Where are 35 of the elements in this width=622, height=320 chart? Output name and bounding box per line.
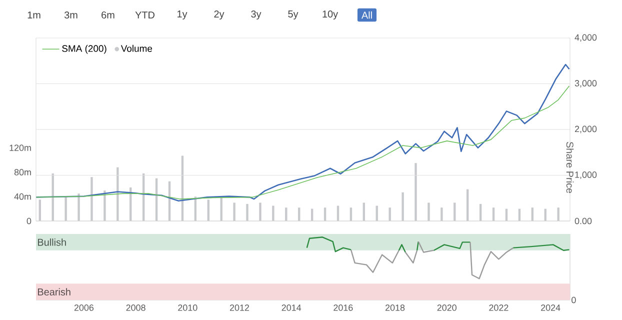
y-tick-label: 1,000 [575,172,597,179]
x-tick-label: 2022 [489,304,508,311]
y-tick-label: 3,000 [574,80,597,88]
y-tick-label: 2,000 [574,126,597,134]
y-axis-title: Share Price [566,142,574,194]
y-tick-label: 0.00 [574,218,592,224]
x-tick-label: 2010 [178,304,198,311]
text: 3m [64,11,78,19]
y2-tick-label: 80m [14,169,31,176]
x-tick-label: 2012 [230,304,250,311]
x-tick-label: 2016 [334,304,353,311]
text: 2y [214,10,224,20]
y2-tick-label: 120m [10,144,31,151]
y-tick-label: 4,000 [574,34,597,42]
text: 0 [572,296,576,304]
text: YTD [135,12,154,18]
text: 10y [322,10,338,20]
x-tick-label: 2008 [126,304,146,311]
x-tick-label: 2006 [74,304,94,311]
text: All [361,11,372,19]
y2-tick-label: 0 [26,218,32,224]
band-label: Bullish [38,238,66,246]
text: 5y [288,10,298,20]
text: 3y [251,10,262,20]
legend-label: Volume [120,44,152,52]
x-tick-label: 2018 [386,304,405,311]
x-tick-label: 2020 [437,304,456,311]
y2-tick-label: 40m [14,193,31,200]
text: 1m [28,12,40,18]
x-tick-label: 2014 [282,304,302,311]
text: 6m [102,11,114,19]
x-tick-label: 2024 [541,304,560,311]
text: 1y [178,10,188,20]
band-label: Bearish [38,288,70,296]
legend-label: SMA (200) [62,44,106,54]
